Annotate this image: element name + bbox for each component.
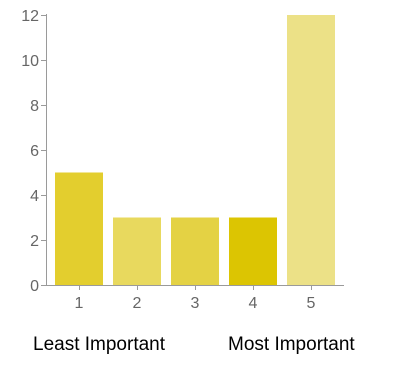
- x-tick-label-1: 1: [75, 295, 84, 312]
- caption-least-important: Least Important: [33, 334, 166, 355]
- bar-5: [287, 15, 335, 285]
- caption-most-important: Most Important: [228, 334, 355, 355]
- x-tick-label-4: 4: [249, 295, 258, 312]
- y-tick-label-2: 2: [30, 233, 39, 250]
- y-tick-label-0: 0: [30, 278, 39, 295]
- y-tick-label-8: 8: [30, 98, 39, 115]
- y-tick-label-4: 4: [30, 188, 39, 205]
- y-tick-label-10: 10: [21, 53, 39, 70]
- bar-2: [113, 217, 161, 285]
- bar-1: [55, 172, 103, 285]
- x-tick-label-2: 2: [133, 295, 142, 312]
- bar-3: [171, 217, 219, 285]
- y-tick-label-12: 12: [21, 8, 39, 25]
- x-tick-label-3: 3: [191, 295, 200, 312]
- y-tick-label-6: 6: [30, 143, 39, 160]
- x-tick-label-5: 5: [307, 295, 316, 312]
- bar-4: [229, 217, 277, 285]
